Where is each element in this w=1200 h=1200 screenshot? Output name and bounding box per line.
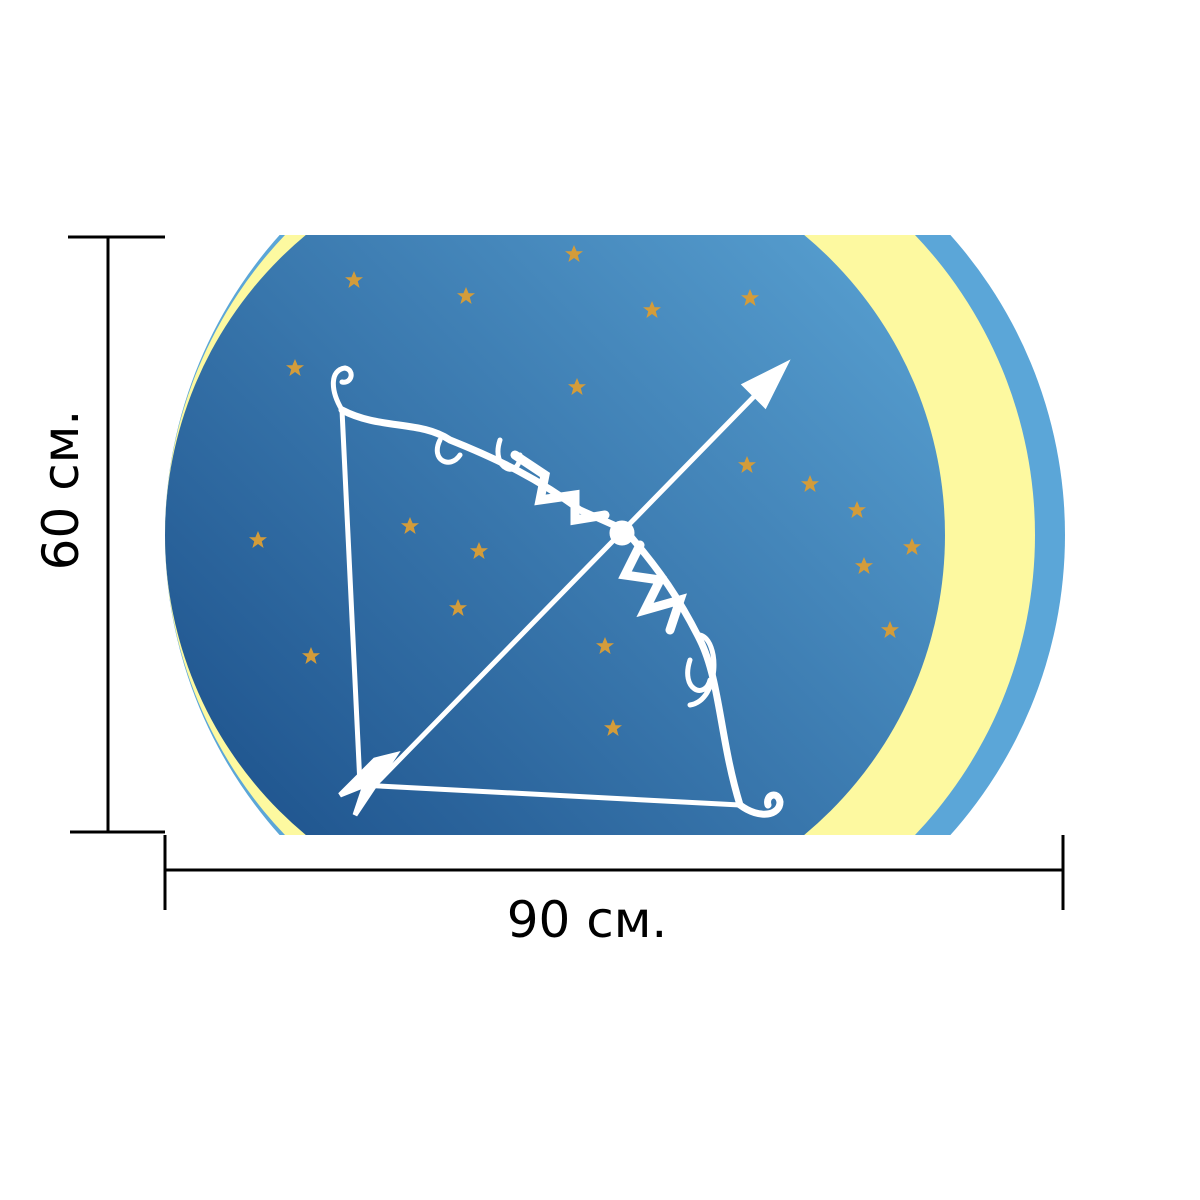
- poster: [165, 235, 1065, 835]
- dimension-lines: [68, 235, 1065, 910]
- height-label: 60 см.: [32, 410, 90, 571]
- sagittarius-bow: [330, 359, 791, 818]
- width-label: 90 см.: [507, 891, 668, 949]
- sky-circle: [165, 235, 945, 835]
